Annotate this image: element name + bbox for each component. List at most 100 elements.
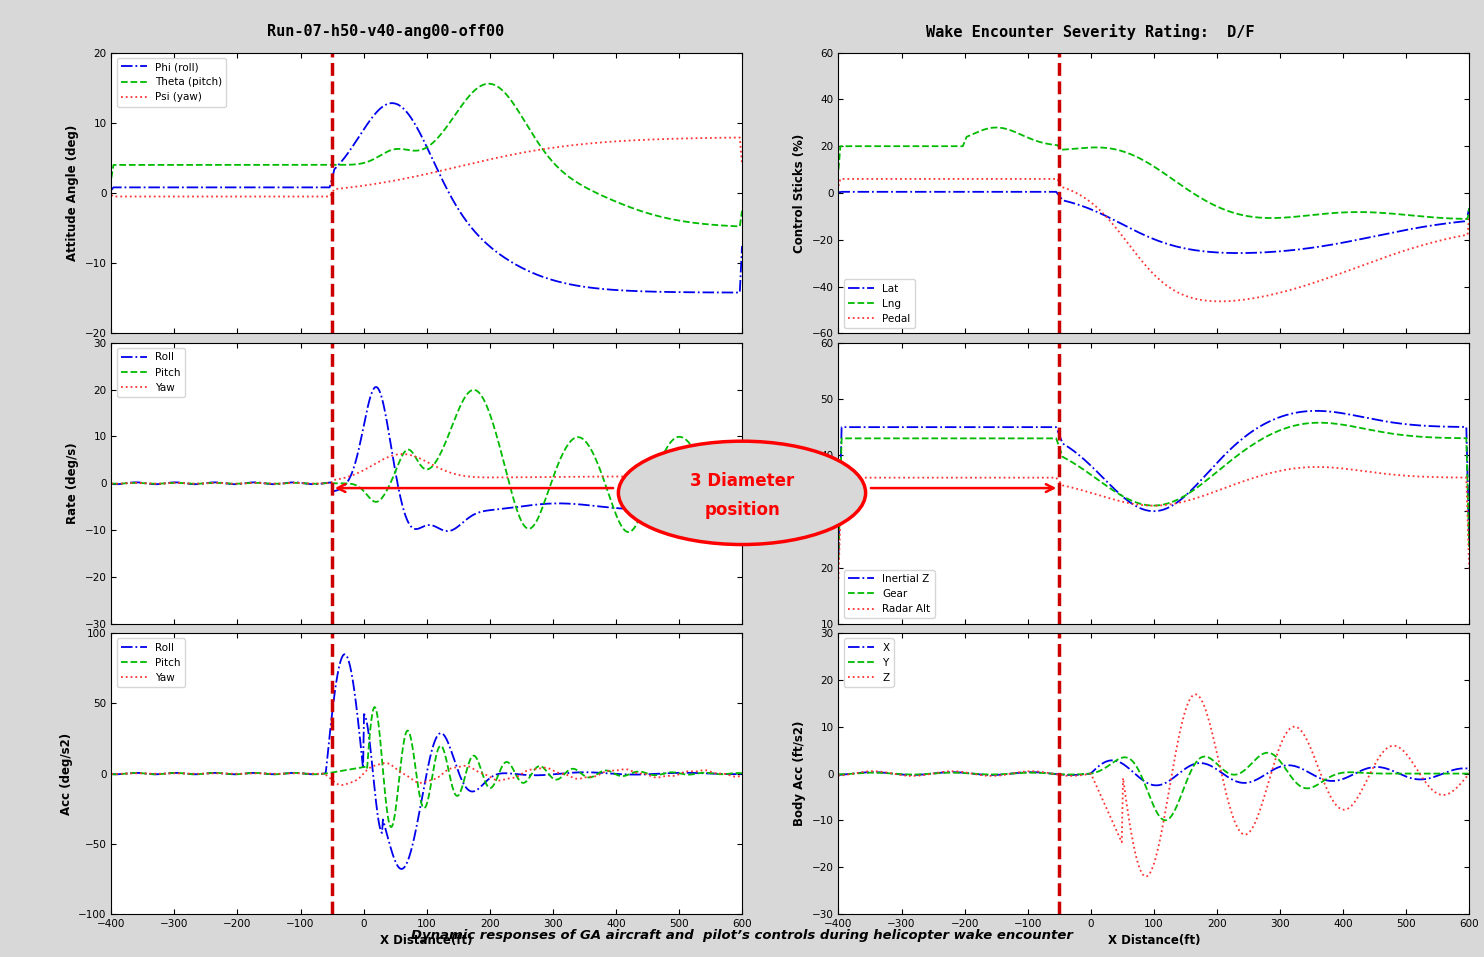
- Roll: [135, 478, 153, 489]
- Yaw: [715, 471, 733, 482]
- X: [1137, 776, 1155, 788]
- Line: Y: Y: [838, 753, 1469, 820]
- Yaw: [393, 448, 411, 459]
- Legend: Inertial Z, Gear, Radar Alt: Inertial Z, Gear, Radar Alt: [844, 569, 935, 618]
- Pedal: [1442, 233, 1460, 244]
- Gear: [1119, 494, 1137, 505]
- Y-axis label: Control Sticks (%): Control Sticks (%): [792, 133, 806, 253]
- Pitch: [600, 487, 617, 499]
- Psi (yaw): [393, 173, 411, 185]
- Roll: [733, 768, 751, 780]
- Text: position: position: [703, 501, 781, 519]
- Radar Alt: [1442, 472, 1460, 483]
- Pitch: [715, 475, 733, 486]
- Pitch: [392, 452, 410, 463]
- Lat: [1327, 238, 1345, 250]
- Line: Yaw: Yaw: [111, 763, 742, 785]
- Inertial Z: [1327, 407, 1345, 418]
- Yaw: [377, 757, 395, 768]
- Yaw: [600, 765, 617, 776]
- Pitch: [410, 784, 427, 795]
- Pitch: [383, 821, 401, 833]
- Inertial Z: [830, 547, 847, 559]
- Theta (pitch): [479, 78, 497, 89]
- Line: Gear: Gear: [838, 423, 1469, 559]
- Yaw: [135, 768, 153, 779]
- Roll: [367, 381, 384, 392]
- Y-axis label: Rate (deg/s): Rate (deg/s): [65, 442, 79, 524]
- Line: Radar Alt: Radar Alt: [838, 467, 1469, 579]
- Inertial Z: [1442, 421, 1460, 433]
- X: [830, 768, 847, 780]
- X-axis label: X Distance(ft): X Distance(ft): [380, 934, 473, 947]
- Z: [1186, 689, 1204, 701]
- Roll: [733, 491, 751, 502]
- Theta (pitch): [732, 221, 749, 233]
- Line: Z: Z: [838, 695, 1469, 877]
- Roll: [715, 768, 733, 780]
- Pitch: [410, 456, 427, 467]
- Y: [862, 767, 880, 778]
- Text: Dynamic responses of GA aircraft and  pilot’s controls during helicopter wake en: Dynamic responses of GA aircraft and pil…: [411, 929, 1073, 942]
- Pitch: [102, 478, 120, 489]
- Pitch: [393, 749, 411, 761]
- Pedal: [831, 173, 849, 185]
- Pedal: [1327, 270, 1345, 281]
- Radar Alt: [1442, 472, 1460, 483]
- Y-axis label: Acc (deg/s2): Acc (deg/s2): [59, 732, 73, 814]
- Line: Pitch: Pitch: [111, 707, 742, 827]
- Theta (pitch): [733, 205, 751, 216]
- Psi (yaw): [733, 158, 751, 169]
- Line: Roll: Roll: [111, 655, 742, 869]
- Z: [1137, 871, 1155, 882]
- Roll: [600, 501, 617, 513]
- Line: Pitch: Pitch: [111, 389, 742, 532]
- Yaw: [135, 478, 153, 489]
- Roll: [439, 525, 457, 537]
- Yaw: [715, 768, 733, 780]
- Theta (pitch): [135, 159, 153, 170]
- Lng: [1459, 213, 1477, 225]
- Phi (roll): [383, 98, 401, 109]
- Inertial Z: [1460, 535, 1478, 546]
- Pitch: [619, 526, 637, 538]
- Radar Alt: [862, 472, 880, 483]
- Text: Run-07-h50-v40-ang00-off00: Run-07-h50-v40-ang00-off00: [267, 24, 505, 39]
- Line: Psi (yaw): Psi (yaw): [111, 138, 742, 196]
- Gear: [862, 433, 880, 444]
- Pitch: [600, 765, 617, 776]
- Z: [1119, 810, 1137, 821]
- Roll: [393, 863, 411, 875]
- Z: [1327, 799, 1345, 811]
- X: [1120, 763, 1138, 774]
- Lat: [1230, 247, 1248, 258]
- Phi (roll): [600, 283, 617, 295]
- Z: [1460, 768, 1478, 779]
- Inertial Z: [1442, 421, 1460, 433]
- Yaw: [410, 777, 427, 789]
- Psi (yaw): [715, 132, 733, 144]
- Psi (yaw): [715, 132, 733, 144]
- Phi (roll): [135, 182, 153, 193]
- Pitch: [715, 475, 733, 486]
- Pitch: [135, 768, 153, 779]
- Roll: [393, 863, 411, 875]
- Line: Lat: Lat: [838, 191, 1469, 253]
- Roll: [102, 768, 120, 780]
- Y-axis label: Height (ft): Height (ft): [801, 448, 815, 519]
- Legend: Phi (roll), Theta (pitch), Psi (yaw): Phi (roll), Theta (pitch), Psi (yaw): [117, 57, 227, 106]
- Roll: [715, 500, 733, 511]
- Ellipse shape: [619, 441, 865, 545]
- Legend: Roll, Pitch, Yaw: Roll, Pitch, Yaw: [117, 638, 184, 687]
- Z: [830, 768, 847, 780]
- Roll: [393, 497, 411, 508]
- Roll: [410, 523, 427, 534]
- Legend: Roll, Pitch, Yaw: Roll, Pitch, Yaw: [117, 348, 184, 397]
- Radar Alt: [1119, 498, 1137, 509]
- Lng: [1442, 212, 1460, 224]
- Yaw: [266, 478, 283, 489]
- Pedal: [1137, 259, 1155, 271]
- Line: Roll: Roll: [111, 387, 742, 531]
- Legend: X, Y, Z: X, Y, Z: [844, 638, 893, 687]
- Lng: [1327, 207, 1345, 218]
